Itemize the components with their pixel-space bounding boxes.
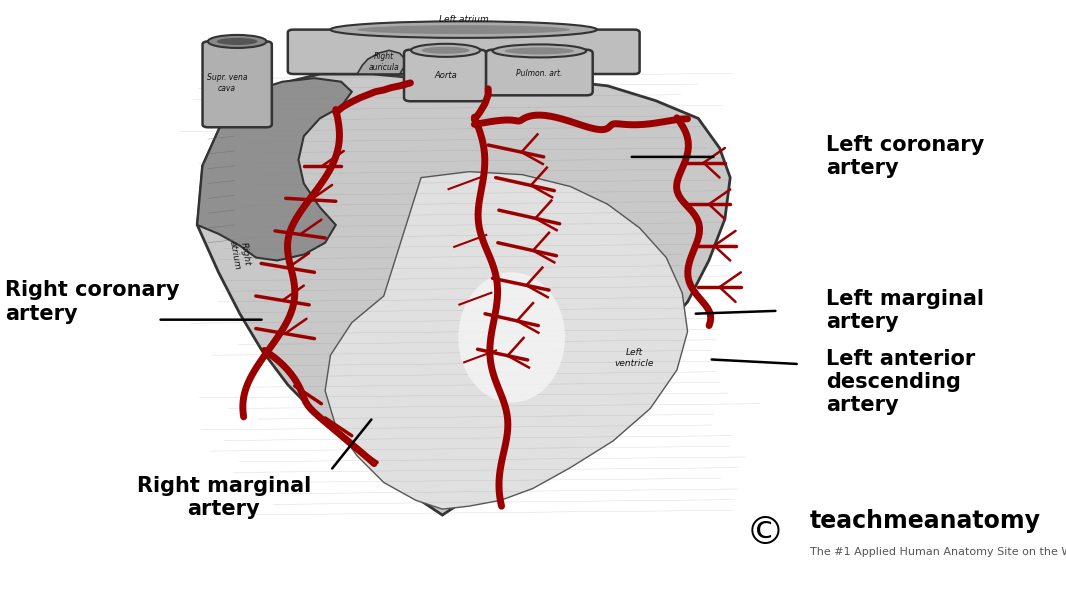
PathPatch shape	[197, 74, 730, 515]
Text: Supr. vena
cava: Supr. vena cava	[207, 73, 247, 92]
PathPatch shape	[197, 78, 352, 260]
Text: Left atrium: Left atrium	[439, 15, 488, 24]
FancyBboxPatch shape	[288, 30, 640, 74]
Ellipse shape	[411, 44, 480, 57]
Text: Left
ventricle: Left ventricle	[615, 349, 653, 368]
Text: Left anterior
descending
artery: Left anterior descending artery	[826, 349, 975, 415]
Ellipse shape	[458, 272, 565, 403]
Text: teachmeanatomy: teachmeanatomy	[810, 509, 1041, 533]
Ellipse shape	[492, 44, 586, 57]
Text: ©: ©	[746, 514, 785, 552]
Ellipse shape	[217, 38, 258, 45]
Text: Left marginal
artery: Left marginal artery	[826, 289, 984, 332]
FancyBboxPatch shape	[203, 41, 272, 127]
Ellipse shape	[421, 47, 469, 54]
FancyBboxPatch shape	[404, 50, 486, 101]
FancyBboxPatch shape	[486, 50, 593, 95]
Ellipse shape	[330, 21, 597, 38]
PathPatch shape	[357, 50, 405, 74]
Text: Aorta: Aorta	[434, 71, 457, 81]
Text: Right coronary
artery: Right coronary artery	[5, 281, 180, 323]
Text: Pulmon. art.: Pulmon. art.	[516, 69, 563, 79]
Ellipse shape	[208, 35, 266, 48]
Ellipse shape	[357, 25, 570, 34]
Text: Right marginal
artery: Right marginal artery	[136, 476, 311, 519]
Text: Left coronary
artery: Left coronary artery	[826, 136, 984, 178]
Text: Right
atrium: Right atrium	[228, 238, 252, 271]
Ellipse shape	[505, 47, 574, 54]
Text: The #1 Applied Human Anatomy Site on the Web.: The #1 Applied Human Anatomy Site on the…	[810, 548, 1066, 557]
Text: Right
auricula: Right auricula	[369, 53, 399, 72]
PathPatch shape	[325, 172, 688, 509]
